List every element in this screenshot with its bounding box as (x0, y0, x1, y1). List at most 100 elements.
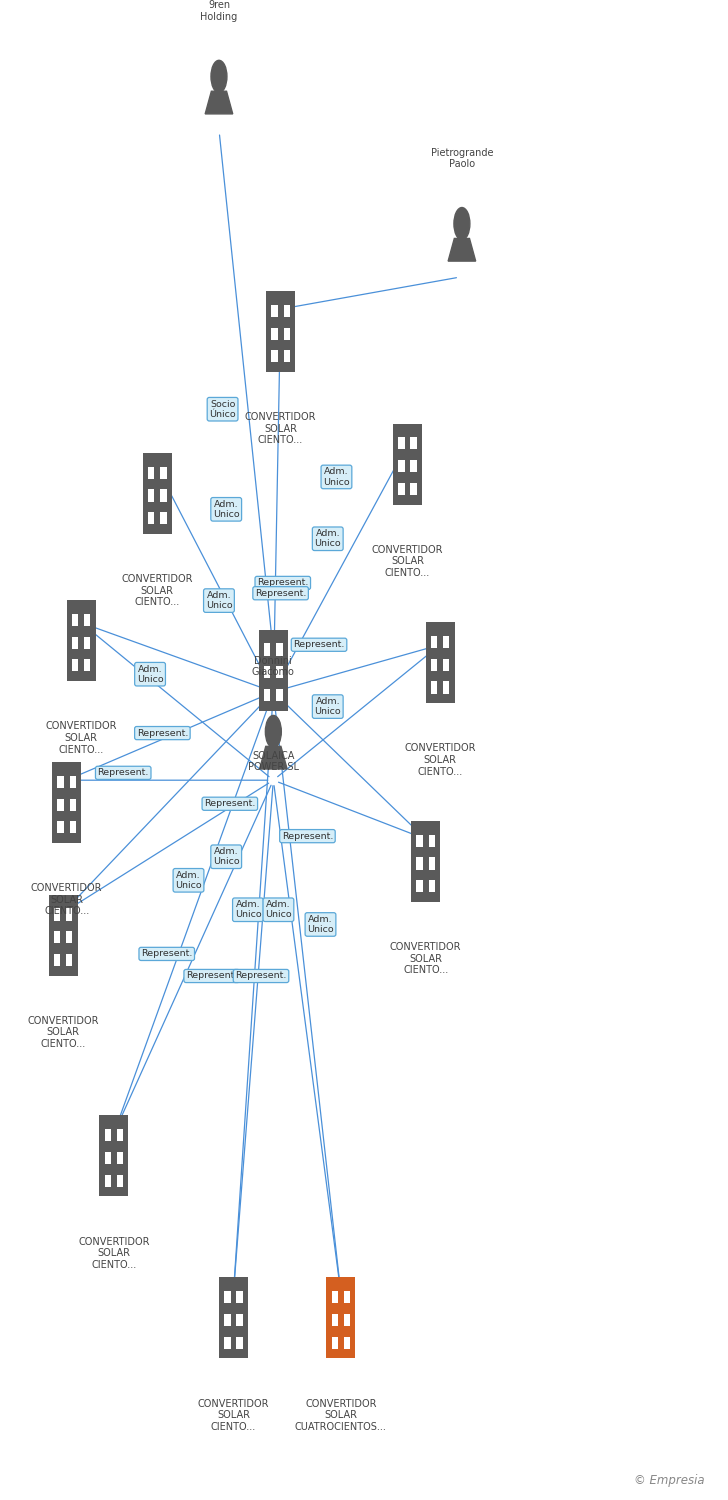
Text: CONVERTIDOR
SOLAR
CIENTO...: CONVERTIDOR SOLAR CIENTO... (27, 1016, 99, 1048)
Bar (72, 660, 79, 672)
Bar (148, 512, 154, 525)
Bar (105, 1152, 111, 1164)
Bar (429, 836, 435, 848)
Bar (49, 894, 78, 975)
Bar (105, 1174, 111, 1186)
Bar (393, 423, 422, 504)
Text: © Empresia: © Empresia (634, 1474, 705, 1486)
Bar (326, 1278, 355, 1359)
Bar (331, 1314, 338, 1326)
Bar (148, 466, 154, 478)
Circle shape (211, 60, 227, 93)
Bar (54, 954, 60, 966)
Text: Adm.
Unico: Adm. Unico (314, 530, 341, 549)
Polygon shape (205, 92, 233, 114)
Text: Adm.
Unico: Adm. Unico (265, 900, 292, 920)
Text: CONVERTIDOR
SOLAR
CIENTO...: CONVERTIDOR SOLAR CIENTO... (78, 1236, 149, 1270)
Text: CONVERTIDOR
SOLAR
CIENTO...: CONVERTIDOR SOLAR CIENTO... (45, 722, 117, 754)
Text: Donnini
Giacomo: Donnini Giacomo (252, 656, 295, 676)
Bar (52, 762, 81, 843)
Bar (264, 666, 270, 678)
Bar (431, 681, 438, 693)
Bar (160, 512, 167, 525)
Text: Represent.: Represent. (141, 950, 192, 958)
Bar (272, 327, 277, 339)
Text: Adm.
Unico: Adm. Unico (137, 664, 163, 684)
Bar (237, 1292, 242, 1304)
Bar (411, 438, 417, 450)
Bar (54, 909, 60, 921)
Bar (237, 1314, 242, 1326)
Text: CONVERTIDOR
SOLAR
CIENTO...: CONVERTIDOR SOLAR CIENTO... (198, 1398, 269, 1431)
Bar (411, 460, 417, 472)
Bar (431, 658, 438, 670)
Bar (272, 350, 277, 363)
Bar (224, 1336, 231, 1348)
Bar (416, 880, 423, 892)
Text: Represent.: Represent. (257, 579, 309, 588)
Bar (66, 909, 72, 921)
Bar (148, 489, 154, 501)
Text: Adm.
Unico: Adm. Unico (234, 900, 261, 920)
Text: Adm.
Unico: Adm. Unico (307, 915, 334, 934)
Bar (259, 630, 288, 711)
Bar (344, 1314, 350, 1326)
Text: CONVERTIDOR
SOLAR
CIENTO...: CONVERTIDOR SOLAR CIENTO... (31, 884, 103, 916)
Text: 9ren
Holding: 9ren Holding (200, 0, 237, 22)
Circle shape (266, 716, 281, 748)
Bar (283, 327, 290, 339)
Bar (160, 489, 167, 501)
Bar (416, 836, 423, 848)
Bar (58, 798, 64, 810)
Bar (99, 1116, 128, 1197)
Bar (66, 954, 72, 966)
Bar (276, 644, 282, 656)
Text: CONVERTIDOR
SOLAR
CIENTO...: CONVERTIDOR SOLAR CIENTO... (245, 413, 317, 446)
Bar (272, 304, 277, 316)
Text: CONVERTIDOR
SOLAR
CIENTO...: CONVERTIDOR SOLAR CIENTO... (372, 544, 443, 578)
Bar (276, 688, 282, 700)
Text: Represent.: Represent. (204, 800, 256, 808)
Bar (429, 858, 435, 870)
Bar (331, 1292, 338, 1304)
Bar (160, 466, 167, 478)
Text: CONVERTIDOR
SOLAR
CUATROCIENTOS...: CONVERTIDOR SOLAR CUATROCIENTOS... (295, 1398, 387, 1431)
Text: Pietrogrande
Paolo: Pietrogrande Paolo (431, 147, 493, 170)
Text: SOLAICA
POWER SL: SOLAICA POWER SL (248, 752, 299, 772)
Text: CONVERTIDOR
SOLAR
CIENTO...: CONVERTIDOR SOLAR CIENTO... (404, 744, 476, 777)
Bar (116, 1152, 123, 1164)
Bar (411, 483, 417, 495)
Text: Represent.: Represent. (255, 588, 306, 597)
Text: Represent.: Represent. (282, 831, 333, 840)
Bar (105, 1130, 111, 1142)
Bar (344, 1336, 350, 1348)
Bar (84, 636, 90, 650)
Bar (58, 822, 64, 834)
Bar (443, 681, 449, 693)
Text: CONVERTIDOR
SOLAR
CIENTO...: CONVERTIDOR SOLAR CIENTO... (390, 942, 462, 975)
Polygon shape (260, 747, 287, 770)
Bar (398, 460, 405, 472)
Bar (224, 1292, 231, 1304)
Bar (237, 1336, 242, 1348)
Bar (264, 644, 270, 656)
Bar (398, 438, 405, 450)
Bar (344, 1292, 350, 1304)
Text: Represent.: Represent. (293, 640, 345, 650)
Bar (443, 636, 449, 648)
Text: Adm.
Unico: Adm. Unico (213, 500, 240, 519)
Bar (66, 932, 72, 944)
Text: Adm.
Unico: Adm. Unico (323, 466, 349, 486)
Bar (72, 636, 79, 650)
Text: Represent.: Represent. (98, 768, 149, 777)
Bar (283, 350, 290, 363)
Bar (416, 858, 423, 870)
Bar (443, 658, 449, 670)
Bar (72, 614, 79, 626)
Bar (426, 622, 455, 704)
Text: Adm.
Unico: Adm. Unico (213, 847, 240, 867)
Bar (84, 614, 90, 626)
Bar (70, 798, 76, 810)
Bar (70, 822, 76, 834)
Bar (67, 600, 95, 681)
